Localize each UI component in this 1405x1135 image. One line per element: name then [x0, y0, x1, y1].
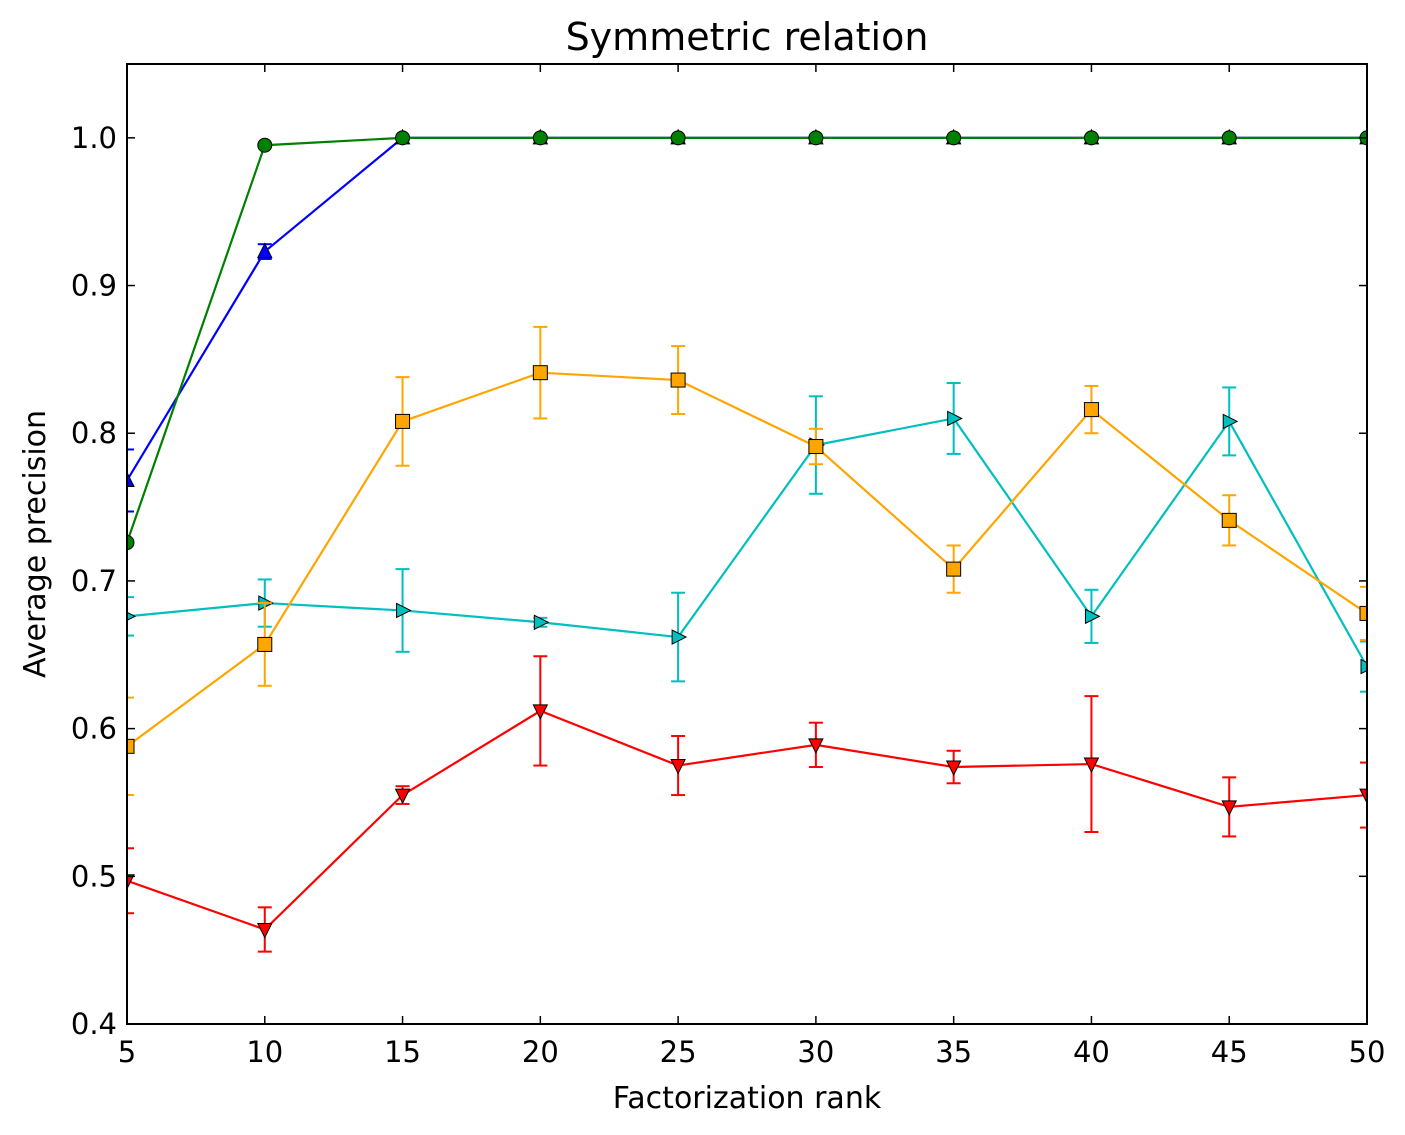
- data-point: [808, 738, 824, 754]
- y-tick-label: 0.8: [71, 416, 117, 450]
- data-point: [256, 242, 273, 259]
- x-tick-label: 15: [384, 1035, 421, 1069]
- data-point: [395, 413, 411, 429]
- data-point: [532, 704, 549, 721]
- data-point: [394, 788, 411, 805]
- data-point: [1084, 608, 1101, 625]
- y-tick-label: 0.6: [71, 712, 117, 746]
- data-point: [396, 602, 412, 619]
- series-line: [127, 136, 1367, 482]
- data-point: [945, 760, 962, 777]
- x-tick-label: 35: [935, 1035, 972, 1069]
- data-point: [257, 137, 273, 153]
- data-point: [127, 874, 135, 890]
- y-tick-label: 0.9: [71, 269, 117, 303]
- data-point: [532, 365, 548, 381]
- x-tick-label: 40: [1073, 1035, 1110, 1069]
- x-tick-label: 25: [660, 1035, 697, 1069]
- series-line: [127, 709, 1367, 931]
- series-0: [127, 655, 1367, 953]
- data-point: [532, 130, 548, 146]
- x-tick-label: 10: [246, 1035, 283, 1069]
- x-tick-label: 20: [522, 1035, 559, 1069]
- y-axis-label: Average precision: [18, 410, 53, 678]
- data-point: [1083, 757, 1100, 774]
- data-point: [946, 130, 962, 146]
- data-point: [256, 922, 273, 939]
- chart-title: Symmetric relation: [566, 15, 929, 59]
- data-point: [670, 759, 686, 775]
- data-point: [1359, 788, 1367, 805]
- plot-frame: [126, 63, 1368, 1025]
- data-point: [1221, 800, 1238, 817]
- series-4: [127, 130, 1367, 551]
- data-point: [946, 561, 962, 577]
- data-point: [127, 738, 135, 754]
- series-line: [127, 417, 1367, 668]
- data-point: [1083, 130, 1099, 146]
- x-tick-label: 30: [797, 1035, 834, 1069]
- y-tick-label: 0.4: [71, 1007, 117, 1041]
- data-point: [1359, 605, 1367, 621]
- data-point: [671, 629, 688, 645]
- x-axis-label: Factorization rank: [613, 1081, 882, 1116]
- data-point: [1221, 130, 1237, 146]
- series-line: [127, 136, 1367, 543]
- series-1: [127, 382, 1367, 693]
- data-point: [808, 439, 824, 455]
- y-tick-label: 0.7: [71, 564, 117, 598]
- y-tick-label: 1.0: [71, 121, 117, 155]
- data-point: [1083, 402, 1099, 418]
- x-axis: 5 10 15 20 25 30 35 40 45 50: [118, 64, 1386, 1069]
- data-point: [670, 130, 686, 146]
- series-line: [127, 371, 1367, 748]
- data-point: [808, 130, 824, 146]
- series-2: [127, 325, 1367, 797]
- data-point: [395, 130, 411, 146]
- y-tick-label: 0.5: [71, 859, 117, 893]
- data-point: [127, 535, 135, 551]
- data-point: [670, 372, 686, 388]
- x-tick-label: 45: [1211, 1035, 1248, 1069]
- series-3: [127, 128, 1367, 513]
- data-point: [127, 471, 135, 487]
- data-point: [257, 636, 273, 652]
- x-tick-label: 5: [118, 1035, 136, 1069]
- data-point: [1360, 658, 1367, 675]
- data-point: [1222, 413, 1239, 430]
- series-layer: [127, 128, 1367, 953]
- x-tick-label: 50: [1349, 1035, 1386, 1069]
- data-point: [1221, 512, 1237, 528]
- y-axis: 0.4 0.5 0.6 0.7 0.8 0.9 1.0: [71, 121, 1367, 1041]
- data-point: [947, 410, 963, 427]
- data-point: [533, 614, 550, 631]
